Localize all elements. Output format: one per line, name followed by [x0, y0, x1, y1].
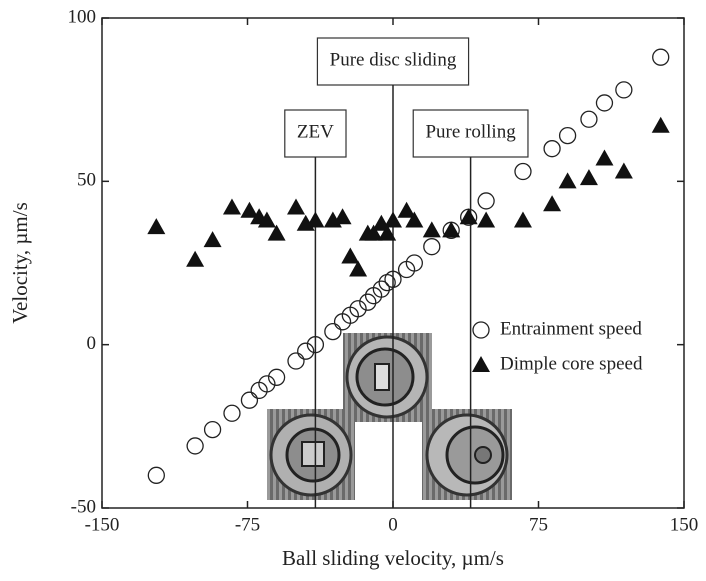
point — [372, 280, 391, 298]
point — [384, 211, 402, 228]
y-tick-label: -50 — [71, 496, 96, 517]
point — [442, 221, 461, 238]
point — [580, 110, 598, 128]
point — [558, 126, 577, 145]
point — [223, 404, 241, 422]
inset-image — [343, 333, 432, 422]
point — [267, 224, 286, 241]
annotation-label: ZEV — [297, 121, 334, 142]
x-tick-label: 150 — [670, 514, 699, 535]
legend-marker — [472, 356, 490, 372]
point — [297, 342, 315, 360]
point — [341, 247, 360, 264]
point — [240, 391, 259, 409]
point — [543, 140, 561, 158]
point — [364, 224, 383, 241]
annotation-label: Pure rolling — [425, 121, 516, 142]
point — [579, 169, 598, 186]
point — [203, 231, 222, 248]
point — [422, 221, 441, 238]
y-tick-label: 100 — [68, 6, 97, 27]
point — [258, 375, 276, 393]
x-tick-label: -150 — [85, 514, 120, 535]
point — [595, 94, 614, 112]
point — [147, 218, 166, 235]
point — [543, 195, 562, 212]
point — [240, 201, 259, 218]
legend-label: Entrainment speed — [500, 318, 642, 339]
point — [378, 224, 397, 241]
point — [651, 116, 670, 133]
point — [359, 293, 377, 311]
point — [513, 211, 532, 228]
point — [384, 270, 402, 288]
point — [514, 162, 532, 181]
point — [267, 368, 286, 386]
point — [615, 81, 633, 99]
x-tick-label: -75 — [235, 514, 260, 535]
point — [324, 322, 342, 341]
inset-image — [422, 409, 512, 500]
x-axis-label: Ball sliding velocity, µm/s — [282, 546, 504, 570]
point — [477, 192, 495, 210]
legend-label: Dimple core speed — [500, 353, 643, 374]
inset-images — [267, 333, 512, 500]
point — [287, 352, 305, 370]
x-tick-label: 75 — [529, 514, 548, 535]
point — [349, 260, 368, 277]
point — [203, 420, 222, 439]
point — [558, 172, 577, 189]
point — [595, 149, 614, 166]
point — [186, 437, 204, 455]
point — [147, 466, 165, 484]
point — [405, 254, 423, 272]
point — [397, 201, 416, 218]
point — [405, 211, 424, 228]
point — [477, 211, 496, 228]
point — [306, 211, 325, 228]
point — [222, 198, 241, 215]
point — [423, 238, 441, 256]
point — [257, 211, 276, 228]
point — [306, 336, 325, 354]
y-axis-label: Velocity, µm/s — [8, 202, 32, 324]
point — [652, 48, 670, 66]
legend-marker — [472, 321, 490, 339]
annotation-box — [316, 37, 470, 86]
inset-image — [267, 409, 355, 500]
point — [333, 208, 352, 225]
x-tick-label: 0 — [388, 514, 398, 535]
y-tick-label: 50 — [77, 170, 96, 191]
point — [614, 162, 633, 179]
point — [287, 198, 305, 215]
point — [186, 250, 205, 267]
point — [349, 300, 367, 318]
point — [459, 208, 478, 225]
y-tick-label: 0 — [87, 333, 97, 354]
annotation-label: Pure disc sliding — [330, 49, 457, 70]
